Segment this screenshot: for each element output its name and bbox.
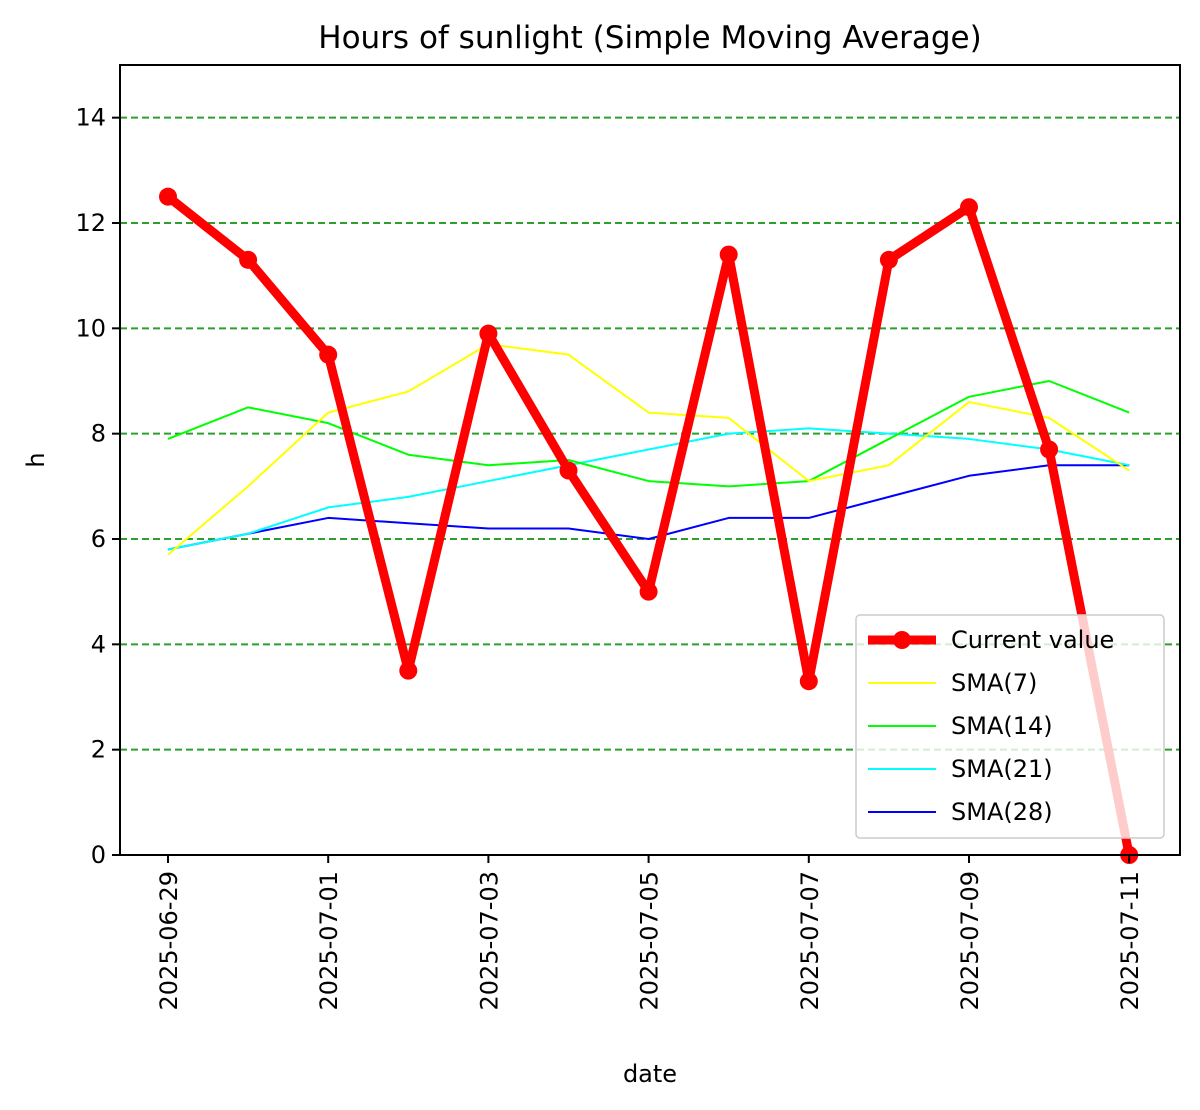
legend-label: Current value: [951, 626, 1114, 654]
data-point: [1040, 440, 1059, 459]
data-point: [960, 198, 978, 217]
data-point: [479, 324, 498, 343]
x-axis: 2025-06-29 2025-07-01 2025-07-03 2025-07-05…: [155, 855, 1144, 1010]
series-line-sma-2: [167, 380, 1130, 488]
data-point: [799, 672, 818, 691]
data-point: [559, 461, 578, 480]
plot-frame: [119, 64, 1181, 856]
data-point: [239, 250, 258, 269]
chart-title: Hours of sunlight (Simple Moving Average…: [318, 20, 981, 56]
series-group: [159, 187, 1139, 864]
data-point: [399, 661, 418, 680]
y-axis: 0 2 4 6 8 10 12 14: [75, 104, 120, 869]
y-tick-label: 10: [75, 314, 106, 342]
data-point: [879, 250, 898, 269]
series-line-sma-4: [167, 464, 1130, 551]
y-tick-label: 8: [91, 420, 106, 448]
series-line-sma-3: [167, 427, 1130, 551]
legend: Current value SMA(7) SMA(14) SMA(21) SMA(28): [855, 614, 1165, 839]
legend-label: SMA(21): [951, 755, 1053, 783]
y-tick-label: 2: [91, 736, 106, 764]
x-axis-label: date: [623, 1060, 677, 1088]
x-tick-label: 2025-07-03: [475, 871, 503, 1010]
grid-lines: [120, 116, 1180, 856]
x-tick-label: 2025-07-05: [636, 871, 664, 1010]
x-tick-label: 2025-07-11: [1116, 871, 1144, 1010]
x-tick-label: 2025-07-09: [956, 871, 984, 1010]
x-tick-label: 2025-06-29: [155, 871, 183, 1010]
y-tick-label: 14: [75, 104, 106, 132]
y-tick-label: 0: [91, 841, 106, 869]
data-point: [319, 345, 338, 364]
legend-label: SMA(14): [951, 712, 1053, 740]
y-axis-label: h: [22, 452, 50, 467]
legend-box: [855, 614, 1165, 839]
legend-label: SMA(7): [951, 669, 1037, 697]
data-point: [159, 187, 177, 206]
y-tick-label: 6: [91, 525, 106, 553]
series-line-sma-1: [167, 343, 1130, 556]
y-tick-label: 4: [91, 630, 106, 658]
x-tick-label: 2025-07-07: [796, 871, 824, 1010]
legend-marker: [893, 631, 911, 649]
x-tick-label: 2025-07-01: [315, 871, 343, 1010]
y-tick-label: 12: [75, 209, 106, 237]
data-point: [639, 582, 658, 601]
legend-label: SMA(28): [951, 798, 1053, 826]
data-point: [719, 245, 738, 264]
